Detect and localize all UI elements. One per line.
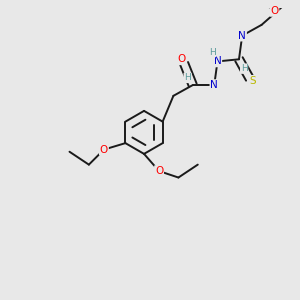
Text: O: O: [155, 166, 163, 176]
Text: H: H: [209, 48, 216, 57]
Text: O: O: [178, 54, 186, 64]
Text: H: H: [184, 74, 191, 82]
Text: N: N: [238, 31, 246, 40]
Text: N: N: [214, 56, 221, 66]
Text: H: H: [241, 64, 248, 73]
Text: S: S: [250, 76, 256, 86]
Text: O: O: [100, 145, 108, 154]
Text: N: N: [210, 80, 218, 90]
Text: O: O: [270, 6, 279, 16]
